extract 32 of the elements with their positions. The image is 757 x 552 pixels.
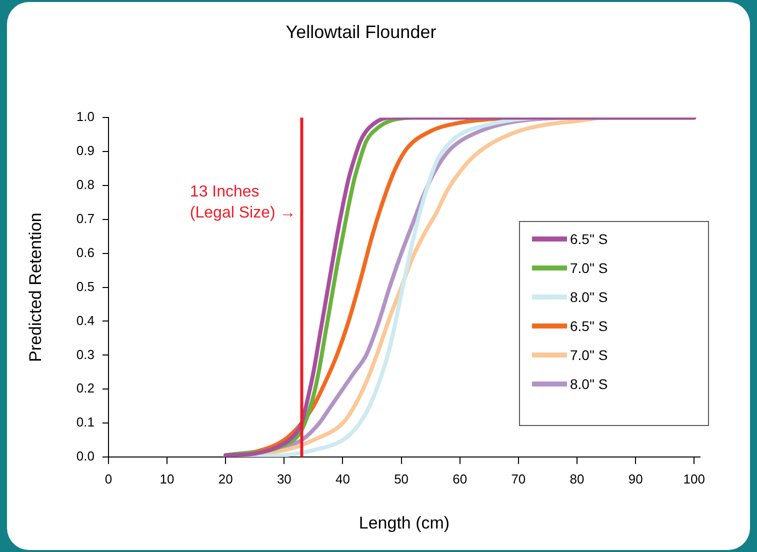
- x-tick-label: 100: [683, 471, 705, 486]
- x-tick-label: 20: [218, 471, 233, 486]
- y-tick-label: 1.0: [76, 109, 94, 124]
- y-tick-label: 0.6: [76, 244, 94, 260]
- x-tick-label: 90: [628, 471, 643, 486]
- legend-label: 8.0" S: [570, 376, 608, 392]
- x-tick-label: 70: [511, 471, 526, 486]
- x-tick-label: 30: [276, 471, 292, 486]
- legend-label: 6.5" S: [570, 318, 608, 334]
- x-tick-label: 50: [394, 471, 409, 486]
- y-tick-label: 0.0: [76, 448, 94, 464]
- y-axis-title: Predicted Retention: [26, 212, 45, 362]
- x-tick-label: 0: [104, 471, 112, 486]
- legend-label: 7.0" S: [570, 346, 608, 363]
- x-axis-title: Length (cm): [358, 513, 450, 532]
- y-tick-label: 0.9: [76, 143, 94, 158]
- legend-label: 6.5" S: [570, 230, 608, 247]
- y-tick-label: 0.1: [76, 414, 94, 430]
- y-tick-label: 0.5: [76, 278, 94, 294]
- y-tick-label: 0.4: [76, 312, 94, 328]
- chart-title: Yellowtail Flounder: [286, 22, 436, 42]
- ref-line-label: 13 Inches (Legal Size) →: [190, 184, 296, 222]
- y-tick-label: 0.3: [76, 346, 94, 362]
- x-tick-label: 10: [160, 471, 174, 486]
- x-tick-label: 40: [336, 471, 350, 486]
- x-tick-label: 60: [452, 471, 468, 486]
- legend-label: 7.0" S: [570, 260, 608, 276]
- y-tick-label: 0.8: [76, 177, 94, 192]
- x-tick-label: 80: [570, 471, 584, 486]
- legend-label: 8.0" S: [570, 288, 608, 305]
- y-tick-label: 0.7: [76, 211, 94, 226]
- y-tick-label: 0.2: [76, 380, 94, 396]
